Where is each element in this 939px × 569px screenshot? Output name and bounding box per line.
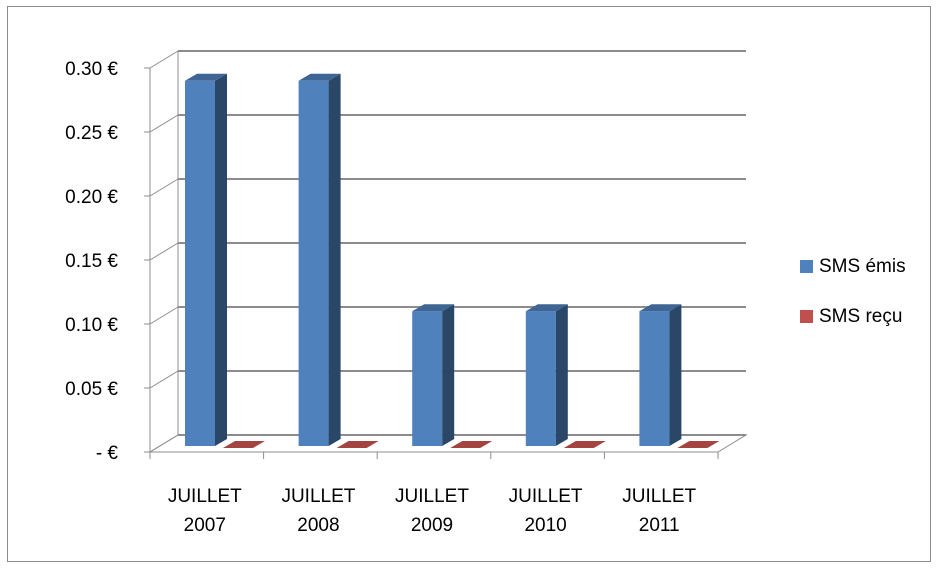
x-tick-label: 2008 — [297, 515, 339, 536]
legend-label: SMS reçu — [819, 306, 902, 327]
legend-swatch — [800, 310, 813, 323]
bar-side — [328, 73, 341, 447]
gridline-side — [149, 178, 179, 197]
bar — [336, 441, 379, 448]
bar-side — [442, 304, 455, 446]
y-tick-label: 0.20 € — [65, 187, 118, 208]
y-tick-label: - € — [96, 443, 119, 464]
bar-top — [298, 73, 341, 81]
bar-top — [525, 304, 568, 312]
gridline-side — [149, 114, 179, 133]
bar-side — [215, 73, 227, 447]
x-tick-label: 2007 — [184, 515, 226, 536]
bar — [412, 311, 443, 446]
legend-label: SMS émis — [819, 256, 906, 277]
x-tick-label: 2009 — [411, 515, 453, 536]
bar-top — [639, 304, 682, 312]
bar — [563, 441, 606, 448]
y-tick-label: 0.15 € — [65, 251, 118, 272]
y-tick-label: 0.05 € — [65, 379, 118, 400]
y-tick-label: 0.10 € — [65, 315, 118, 336]
floor — [148, 434, 748, 453]
bar — [185, 80, 215, 447]
gridline-side — [149, 242, 179, 261]
bar — [450, 441, 493, 448]
y-tick-label: 0.25 € — [65, 123, 118, 144]
x-tick-label: JUILLET — [281, 486, 355, 507]
bar — [639, 311, 670, 446]
legend-swatch — [800, 260, 813, 273]
x-tick-label: JUILLET — [395, 486, 469, 507]
x-tick-label: 2010 — [524, 515, 566, 536]
bar-side — [669, 304, 682, 446]
y-tick-label: 0.30 € — [65, 59, 118, 80]
gridline-side — [149, 50, 179, 69]
bar — [525, 311, 556, 446]
x-tick-label: JUILLET — [168, 486, 242, 507]
x-tick-label: JUILLET — [622, 486, 696, 507]
x-tick-label: 2011 — [639, 515, 680, 536]
bar — [298, 80, 329, 447]
bar-top — [412, 304, 455, 312]
bar — [223, 441, 265, 448]
x-tick-label: JUILLET — [509, 486, 583, 507]
gridline-side — [149, 370, 179, 389]
bar-side — [555, 304, 568, 446]
bar — [677, 441, 720, 448]
gridline-side — [149, 306, 179, 325]
bar-top — [185, 73, 227, 81]
chart-frame — [7, 6, 931, 562]
